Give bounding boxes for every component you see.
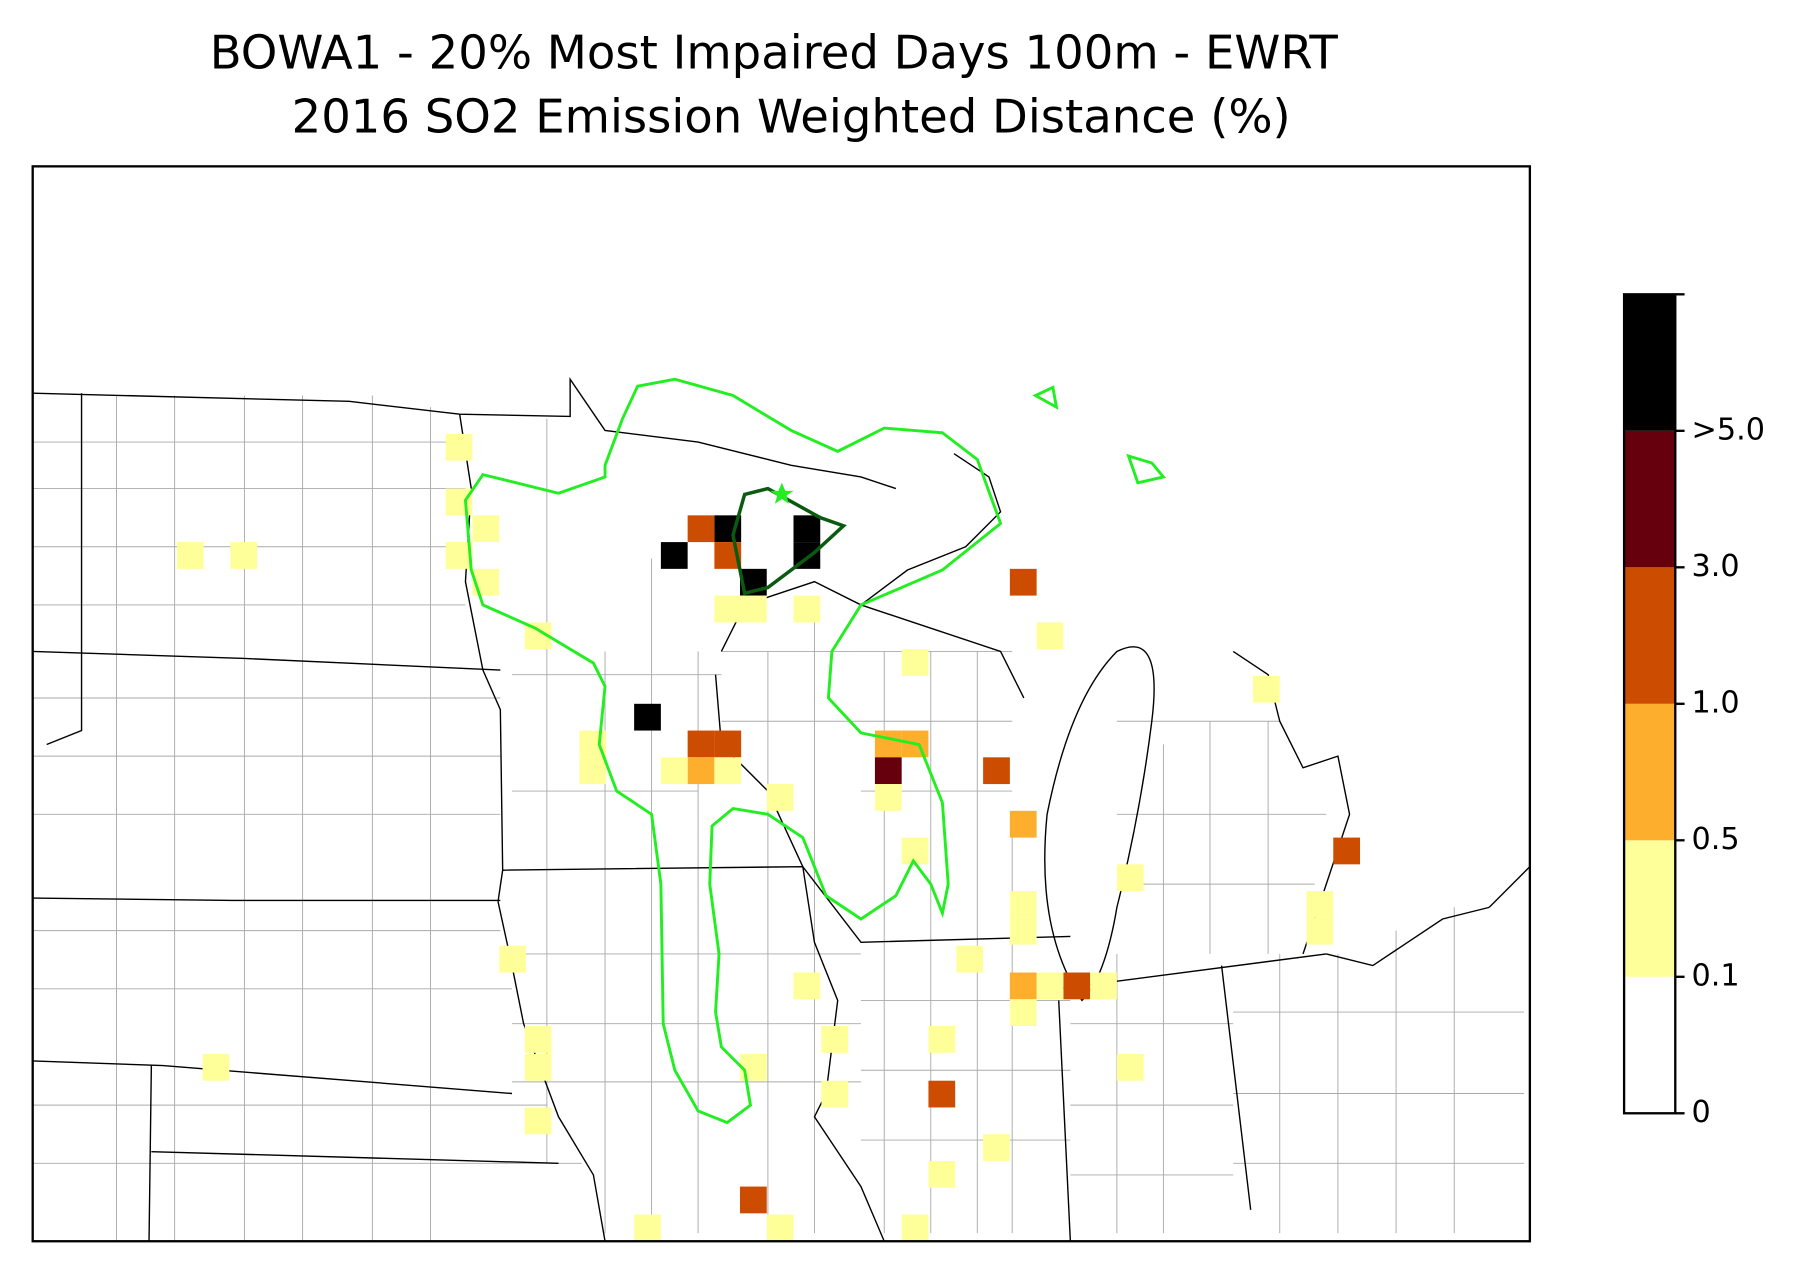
grid-cell bbox=[901, 1214, 929, 1242]
grid-cell bbox=[739, 1186, 767, 1214]
grid-cell bbox=[956, 945, 984, 973]
grid-cell bbox=[1116, 864, 1144, 892]
grid-cell bbox=[739, 595, 767, 623]
grid-cell bbox=[687, 730, 715, 758]
colorbar-segment bbox=[1624, 976, 1676, 1114]
grid-cell bbox=[1009, 972, 1037, 1000]
grid-cell bbox=[1009, 891, 1037, 918]
grid-cell bbox=[1036, 622, 1064, 650]
colorbar-segment bbox=[1624, 567, 1676, 704]
grid-cell bbox=[714, 757, 742, 785]
grid-cell bbox=[202, 1053, 230, 1081]
grid-cell bbox=[634, 703, 661, 731]
grid-cell bbox=[524, 1053, 552, 1081]
colorbar-tick-label: 0.5 bbox=[1692, 822, 1740, 857]
grid-cell bbox=[928, 1160, 956, 1188]
grid-cells bbox=[176, 433, 1361, 1242]
grid-cell bbox=[687, 515, 715, 543]
grid-cell bbox=[874, 730, 902, 758]
grid-cell bbox=[739, 1053, 767, 1081]
county-lines bbox=[32, 395, 1525, 1242]
colorbar-tick-label: 0.1 bbox=[1692, 958, 1740, 993]
grid-cell bbox=[928, 1080, 956, 1108]
grid-cell bbox=[1253, 675, 1280, 703]
colorbar: 0 0.1 0.5 1.0 3.0 >5.0 bbox=[1622, 293, 1765, 1130]
grid-cell bbox=[766, 784, 794, 811]
subtitle: 2016 SO2 Emission Weighted Distance (%) bbox=[292, 89, 1291, 143]
grid-cell bbox=[687, 757, 715, 785]
grid-cell bbox=[793, 515, 821, 543]
grid-cell bbox=[1306, 891, 1334, 918]
grid-cell bbox=[1009, 917, 1037, 945]
colorbar-tick-label: 0 bbox=[1692, 1095, 1711, 1130]
colorbar-tick-label: 1.0 bbox=[1692, 685, 1740, 720]
grid-cell bbox=[230, 542, 258, 569]
grid-cell bbox=[524, 1026, 552, 1053]
grid-cell bbox=[901, 837, 929, 865]
grid-cell bbox=[821, 1080, 849, 1108]
grid-cell bbox=[714, 595, 742, 623]
grid-cell bbox=[1009, 999, 1037, 1027]
grid-cell bbox=[472, 515, 500, 543]
colorbar-tick-label: >5.0 bbox=[1692, 412, 1765, 447]
grid-cell bbox=[983, 1134, 1010, 1161]
grid-cell bbox=[1333, 837, 1361, 865]
grid-cell bbox=[928, 1026, 956, 1053]
grid-cell bbox=[1090, 972, 1117, 1000]
grid-cell bbox=[983, 757, 1010, 785]
grid-cell bbox=[634, 1214, 661, 1242]
colorbar-segment bbox=[1624, 840, 1676, 977]
grid-cell bbox=[445, 433, 473, 461]
grid-cell bbox=[1116, 1053, 1144, 1081]
colorbar-segment bbox=[1624, 294, 1676, 431]
colorbar-segment bbox=[1624, 703, 1676, 841]
grid-cell bbox=[660, 542, 688, 569]
grid-cell bbox=[714, 730, 742, 758]
grid-cell bbox=[445, 488, 473, 516]
colorbar-tick-label: 3.0 bbox=[1692, 549, 1740, 584]
grid-cell bbox=[874, 757, 902, 785]
grid-cell bbox=[1063, 972, 1091, 1000]
title: BOWA1 - 20% Most Impaired Days 100m - EW… bbox=[210, 25, 1339, 79]
grid-cell bbox=[1306, 917, 1334, 945]
grid-cell bbox=[793, 972, 821, 1000]
grid-cell bbox=[1009, 568, 1037, 596]
grid-cell bbox=[821, 1026, 849, 1053]
grid-cell bbox=[874, 784, 902, 811]
grid-cell bbox=[176, 542, 204, 569]
grid-cell bbox=[499, 945, 526, 973]
grid-cell bbox=[660, 757, 688, 785]
grid-cell bbox=[901, 649, 929, 676]
grid-cell bbox=[524, 1107, 552, 1135]
colorbar-segment bbox=[1624, 430, 1676, 568]
grid-cell bbox=[579, 757, 607, 785]
grid-cell bbox=[793, 595, 821, 623]
map bbox=[31, 165, 1532, 1243]
grid-cell bbox=[1036, 972, 1064, 1000]
grid-cell bbox=[1009, 810, 1037, 838]
grid-cell bbox=[766, 1214, 794, 1242]
contours bbox=[463, 377, 1167, 1125]
